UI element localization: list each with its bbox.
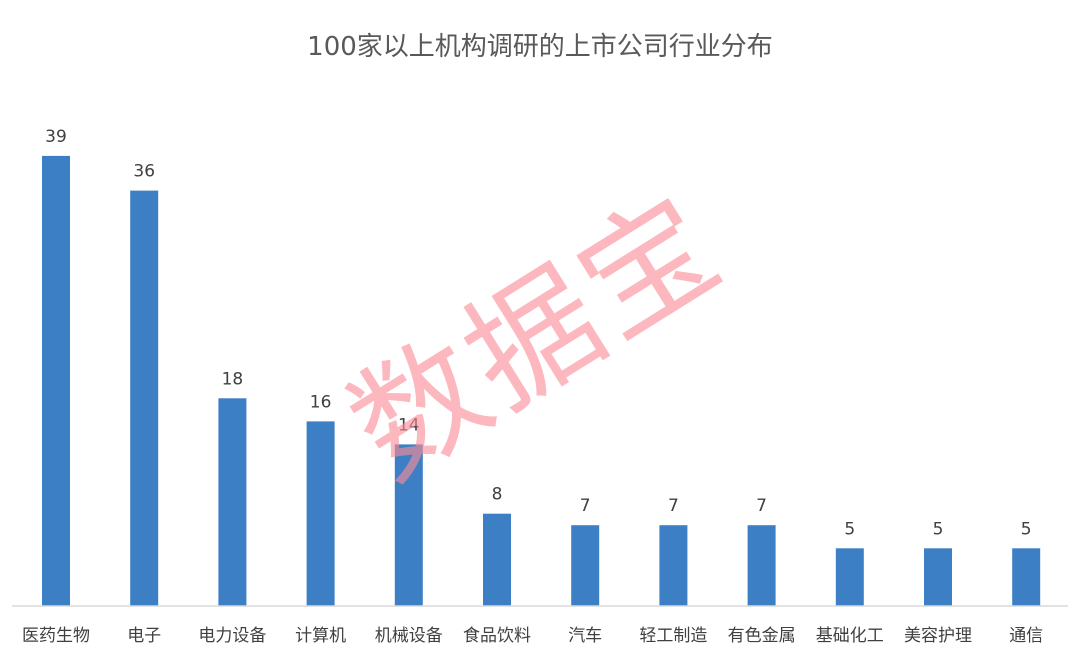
- data-label-1: 39: [45, 127, 67, 147]
- bar-5: [394, 444, 423, 606]
- x-tick-label-11: 美容护理: [904, 626, 972, 646]
- bar-8: [659, 525, 688, 606]
- bar-4: [306, 421, 335, 606]
- data-label-12: 5: [1021, 519, 1032, 539]
- x-tick-label-1: 医药生物: [22, 626, 90, 646]
- bar-9: [747, 525, 776, 606]
- chart-title: 100家以上机构调研的上市公司行业分布: [307, 32, 773, 62]
- x-tick-label-12: 通信: [1009, 626, 1043, 646]
- bar-3: [218, 398, 247, 606]
- x-tick-label-7: 汽车: [568, 626, 602, 646]
- x-tick-label-3: 电力设备: [198, 626, 266, 646]
- bar-10: [835, 548, 864, 606]
- x-tick-label-9: 有色金属: [728, 626, 796, 646]
- bar-1: [42, 155, 70, 606]
- bar-6: [483, 513, 511, 606]
- bar-2: [130, 190, 159, 606]
- data-label-6: 8: [492, 485, 503, 505]
- data-label-5: 14: [398, 415, 420, 435]
- x-tick-label-5: 机械设备: [375, 626, 443, 646]
- bars-layer: [42, 155, 1041, 606]
- x-tick-label-10: 基础化工: [816, 626, 884, 646]
- data-label-2: 36: [133, 162, 155, 182]
- data-label-8: 7: [668, 496, 679, 516]
- x-tick-label-8: 轻工制造: [639, 626, 707, 646]
- data-label-9: 7: [756, 496, 767, 516]
- x-tick-label-6: 食品饮料: [463, 626, 531, 646]
- x-tick-label-4: 计算机: [295, 626, 346, 646]
- data-label-3: 18: [222, 369, 244, 389]
- bar-7: [571, 525, 600, 606]
- data-label-4: 16: [310, 392, 332, 412]
- bar-11: [924, 548, 952, 606]
- data-label-11: 5: [933, 519, 944, 539]
- bar-12: [1012, 548, 1041, 606]
- x-tick-label-2: 电子: [127, 626, 161, 646]
- data-label-7: 7: [580, 496, 591, 516]
- labels-layer: 39 医药生物 36 电子 18 电力设备 16 计算机 14 机械设备 8 食品饮料 7 汽车 7 轻工制造…: [22, 127, 1043, 646]
- data-label-10: 5: [844, 519, 855, 539]
